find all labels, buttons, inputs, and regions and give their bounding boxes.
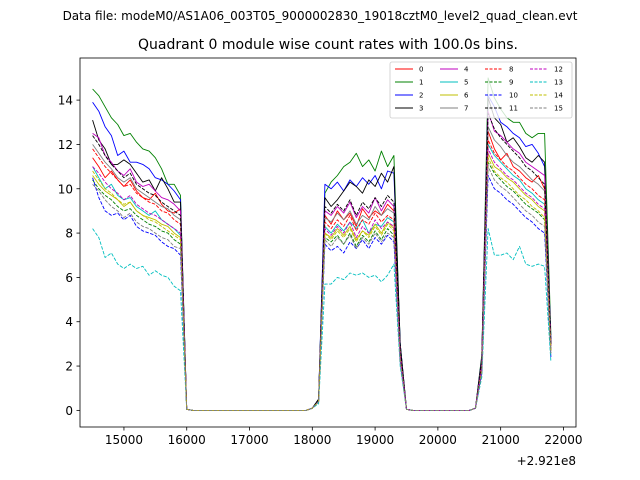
x-tick-label: 21000 — [482, 433, 520, 447]
x-tick-label: 22000 — [544, 433, 582, 447]
legend-label-15: 15 — [554, 105, 563, 113]
plot-frame — [79, 57, 577, 428]
legend-label-4: 4 — [464, 66, 469, 74]
x-axis-offset-label: +2.921e8 — [517, 454, 576, 468]
y-tick-label: 14 — [58, 94, 73, 108]
y-tick-label: 4 — [65, 315, 73, 329]
legend-label-2: 2 — [419, 92, 423, 100]
x-tick-label: 16000 — [168, 433, 206, 447]
legend-label-10: 10 — [509, 92, 518, 100]
legend-label-8: 8 — [509, 66, 513, 74]
legend-box — [389, 61, 573, 119]
chart-title: Quadrant 0 module wise count rates with … — [138, 37, 518, 53]
legend-label-0: 0 — [419, 66, 423, 74]
legend-label-9: 9 — [509, 79, 513, 87]
y-tick-label: 0 — [65, 404, 73, 418]
legend-label-11: 11 — [509, 105, 518, 113]
legend-label-14: 14 — [554, 92, 563, 100]
x-tick-label: 18000 — [293, 433, 331, 447]
y-tick-label: 6 — [65, 271, 73, 285]
legend-label-13: 13 — [554, 79, 563, 87]
legend-label-6: 6 — [464, 92, 469, 100]
y-tick-label: 8 — [65, 227, 73, 241]
y-axis: 0 2 4 6 8 10 12 14 — [58, 94, 80, 418]
legend-label-7: 7 — [464, 105, 468, 113]
x-tick-label: 15000 — [105, 433, 143, 447]
x-tick-label: 17000 — [230, 433, 268, 447]
legend-label-5: 5 — [464, 79, 468, 87]
suptitle: Data file: modeM0/AS1A06_003T05_90000028… — [63, 9, 578, 23]
x-tick-label: 19000 — [356, 433, 394, 447]
legend-label-3: 3 — [419, 105, 423, 113]
y-tick-label: 2 — [65, 360, 73, 374]
legend-label-1: 1 — [419, 79, 423, 87]
x-axis: 15000 16000 17000 18000 19000 20000 21000 22000 — [105, 427, 583, 447]
series-line-15 — [92, 166, 552, 411]
x-tick-label: 20000 — [419, 433, 457, 447]
legend-label-12: 12 — [554, 66, 563, 74]
series-layer — [92, 77, 552, 411]
series-line-13 — [92, 228, 552, 411]
y-tick-label: 12 — [58, 138, 73, 152]
y-tick-label: 10 — [58, 182, 73, 196]
